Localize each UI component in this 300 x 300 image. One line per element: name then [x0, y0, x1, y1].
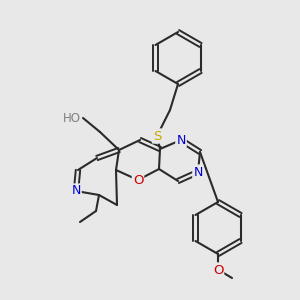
Text: N: N — [193, 166, 203, 178]
Text: O: O — [133, 173, 143, 187]
Text: O: O — [133, 173, 143, 187]
Text: S: S — [153, 130, 161, 142]
Text: N: N — [176, 134, 186, 146]
Text: N: N — [176, 134, 186, 146]
Text: HO: HO — [63, 112, 81, 124]
Text: N: N — [71, 184, 81, 197]
Text: N: N — [71, 184, 81, 197]
Text: N: N — [193, 166, 203, 178]
Text: O: O — [213, 263, 223, 277]
Text: S: S — [153, 130, 161, 142]
Text: O: O — [213, 263, 223, 277]
Text: HO: HO — [63, 112, 81, 124]
